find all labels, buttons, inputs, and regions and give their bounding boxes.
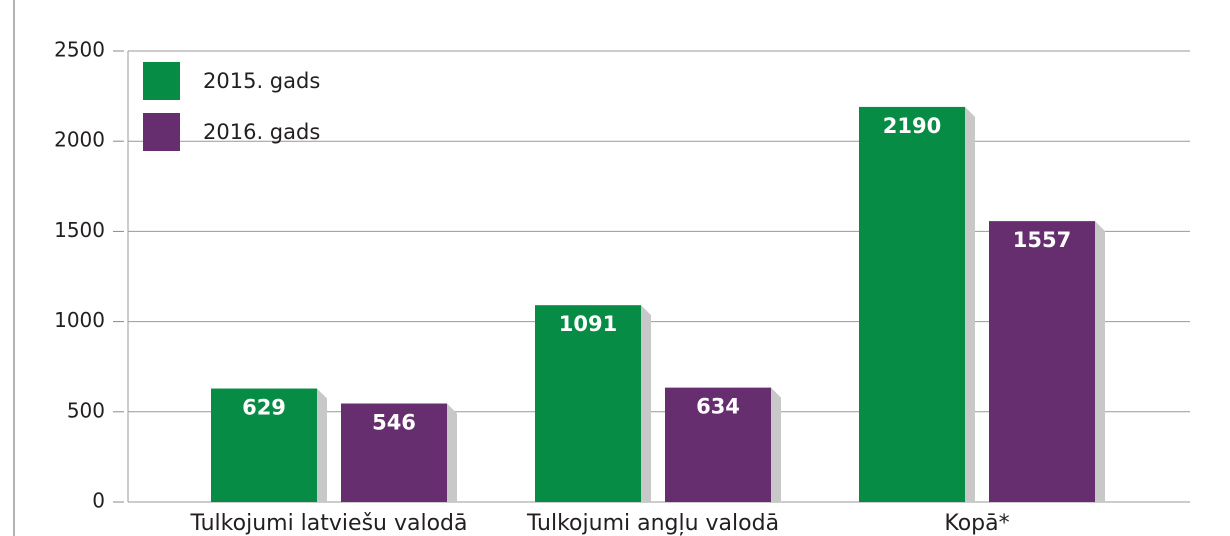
x-tick-label: Kopā* xyxy=(944,511,1009,536)
y-tick-label: 1500 xyxy=(54,218,105,242)
y-tick-label: 2500 xyxy=(54,38,105,62)
y-tick-label: 2000 xyxy=(54,128,105,152)
legend-swatch xyxy=(143,113,180,151)
bar xyxy=(859,106,965,502)
value-label: 1557 xyxy=(1013,228,1071,252)
bar xyxy=(211,388,317,502)
y-tick-label: 1000 xyxy=(54,308,105,332)
bar xyxy=(535,305,641,502)
bar-shadow xyxy=(965,106,975,502)
bar xyxy=(341,403,447,502)
bar xyxy=(989,221,1095,503)
legend-label: 2015. gads xyxy=(203,69,320,93)
legend-label: 2016. gads xyxy=(203,120,320,144)
x-tick-label: Tulkojumi latviešu valodā xyxy=(190,511,468,536)
bar-shadow xyxy=(317,388,327,502)
bar-shadow xyxy=(1095,221,1105,503)
value-label: 629 xyxy=(242,396,286,420)
y-tick-label: 500 xyxy=(67,398,105,422)
y-tick-label: 0 xyxy=(92,489,105,513)
bar-shadow xyxy=(447,403,457,502)
value-label: 546 xyxy=(372,411,416,435)
value-label: 2190 xyxy=(883,114,941,138)
bar-shadow xyxy=(641,305,651,502)
x-tick-label: Tulkojumi angļu valodā xyxy=(526,511,779,536)
value-label: 1091 xyxy=(559,312,617,336)
legend-swatch xyxy=(143,62,180,100)
bar xyxy=(665,387,771,502)
bar-shadow xyxy=(771,387,781,502)
value-label: 634 xyxy=(696,395,740,419)
